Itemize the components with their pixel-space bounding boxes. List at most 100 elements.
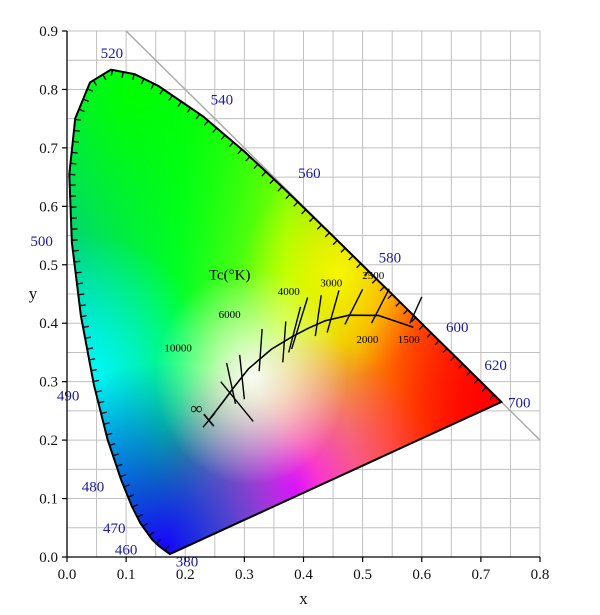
isotherm-line (282, 321, 287, 363)
y-axis-title: y (29, 284, 38, 303)
temperature-label: 2000 (356, 334, 379, 346)
locus-tick (159, 88, 164, 95)
locus-tick (220, 134, 226, 141)
locus-tick (387, 293, 393, 300)
locus-tick (132, 73, 135, 81)
x-tick-label: 0.3 (235, 567, 254, 583)
locus-tick (72, 249, 79, 252)
isotherm-line (344, 289, 364, 325)
wavelength-label: 700 (508, 395, 531, 411)
wavelength-label: 490 (57, 388, 80, 404)
locus-tick (156, 538, 162, 545)
isotherm-line (258, 329, 263, 372)
locus-tick (237, 148, 243, 155)
wavelength-label: 620 (484, 358, 507, 374)
locus-tick (76, 282, 83, 285)
locus-tick (379, 286, 385, 292)
locus-tick (301, 209, 307, 215)
locus-tick (148, 531, 155, 537)
wavelength-label: 540 (211, 93, 234, 109)
locus-tick (332, 239, 338, 246)
locus-tick (123, 484, 130, 488)
locus-tick (103, 422, 110, 425)
locus-tick (434, 340, 440, 346)
locus-tick (89, 358, 96, 361)
locus-tick (340, 247, 346, 253)
x-tick-label: 0.7 (472, 567, 491, 583)
locus-tick (245, 156, 251, 162)
x-tick-label: 0.8 (531, 567, 550, 583)
locus-tick (261, 171, 267, 177)
isotherm-line (314, 295, 322, 337)
locus-tick (473, 378, 479, 385)
temperature-label: 2500 (362, 270, 385, 282)
locus-tick (78, 293, 85, 296)
locus-tick (168, 95, 173, 101)
y-tick-label: 0.6 (39, 199, 58, 215)
spectral-locus-outline (68, 68, 504, 556)
isotherm-line (220, 381, 254, 422)
temperature-label: 3000 (320, 277, 343, 289)
locus-tick (481, 386, 487, 392)
locus-tick (195, 113, 201, 120)
locus-tick (277, 186, 283, 192)
locus-tick (403, 309, 409, 315)
locus-tick (489, 394, 495, 400)
locus-tick (79, 304, 86, 307)
locus-tick (112, 453, 119, 457)
wavelength-label: 520 (101, 46, 124, 62)
temperature-label: ∞ (190, 399, 202, 418)
x-tick-labels: 0.0 0.1 0.2 0.3 0.4 0.5 0.6 0.7 0.8 (58, 567, 550, 583)
x-tick-label: 0.1 (117, 567, 136, 583)
axes (62, 30, 541, 562)
locus-tick (69, 173, 76, 176)
locus-tick (82, 325, 90, 329)
locus-tick (228, 141, 234, 148)
locus-tick (203, 120, 209, 126)
spectral-locus-ticks (69, 69, 495, 551)
locus-tick (127, 494, 134, 498)
x-tick-label: 0.4 (294, 567, 313, 583)
isotherm-line (238, 354, 246, 400)
locus-tick (75, 118, 82, 121)
y-tick-label: 0.5 (39, 258, 58, 274)
locus-tick (293, 201, 299, 207)
temperature-label: 6000 (219, 309, 242, 321)
locus-tick (91, 368, 98, 372)
x-tick-label: 0.2 (176, 567, 195, 583)
planckian-locus-end-cap (203, 413, 215, 427)
locus-tick (110, 69, 114, 76)
locus-tick (371, 278, 377, 284)
locus-tick (119, 474, 126, 478)
y-tick-label: 0.0 (39, 550, 58, 566)
x-tick-label: 0.0 (58, 567, 77, 583)
locus-tick (70, 162, 77, 165)
locus-tick (116, 463, 123, 467)
wavelength-label: 560 (298, 166, 321, 182)
isotherm-line (326, 290, 340, 333)
y-tick-label: 0.8 (39, 82, 58, 98)
locus-tick (87, 347, 94, 350)
locus-tick (363, 270, 370, 276)
temperature-label: 4000 (278, 286, 301, 298)
wavelength-label: 460 (115, 543, 138, 559)
y-tick-label: 0.3 (39, 375, 58, 391)
locus-tick (93, 379, 100, 383)
locus-tick (164, 545, 170, 551)
locus-tick (410, 317, 417, 323)
locus-tick (82, 98, 89, 102)
locus-tick (100, 411, 108, 415)
locus-tick (186, 107, 192, 114)
locus-tick (356, 263, 362, 269)
locus-tick (269, 178, 275, 185)
locus-tick (75, 271, 82, 274)
y-tick-label: 0.9 (39, 24, 58, 40)
color-fill-white-point (69, 69, 502, 555)
locus-tick (80, 314, 88, 318)
x-axis-title: x (299, 589, 308, 608)
locus-tick (465, 371, 471, 377)
isotherm-line (291, 297, 309, 350)
locus-tick (73, 129, 80, 132)
y-tick-label: 0.7 (39, 141, 58, 157)
